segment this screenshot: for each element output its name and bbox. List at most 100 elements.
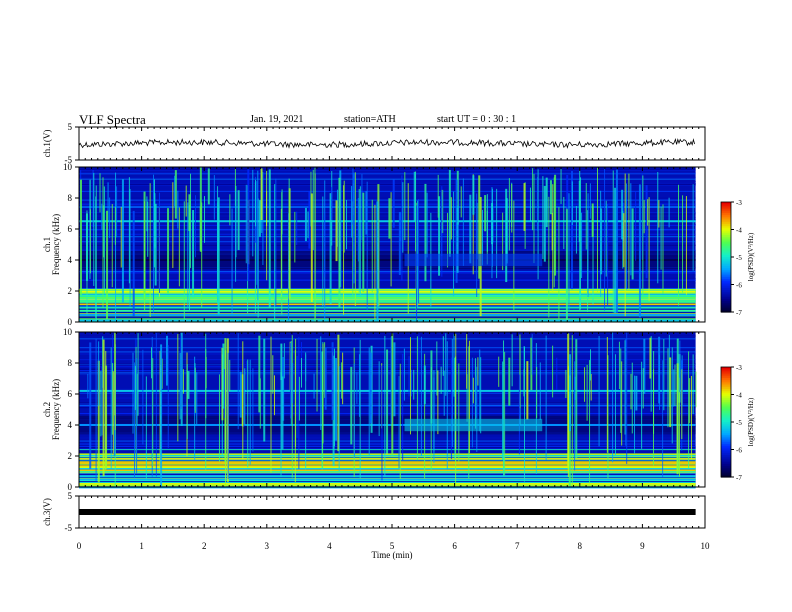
ch2-spectrogram-lf-band <box>79 463 696 465</box>
ch2-spectrogram-sferic <box>300 342 302 374</box>
ch1-spectrogram-colorbar-cell <box>721 236 731 240</box>
ch2-spectrogram-band <box>79 335 696 337</box>
ch1-spectrogram-sferic <box>614 187 617 313</box>
ch1-spectrogram-sferic <box>511 183 513 233</box>
ch1-spectrogram-band <box>79 190 696 192</box>
ch1-spectrogram-feature-band <box>79 259 696 261</box>
ch1-spectrogram-sferic <box>361 174 363 241</box>
ch1-spectrogram-sferic <box>79 179 82 295</box>
ch2-spectrogram-sferic <box>289 343 291 419</box>
ch1-spectrogram-sferic <box>647 199 649 226</box>
ch2-spectrogram-sferic <box>292 362 294 404</box>
ch1-spectrogram-sferic <box>247 169 250 282</box>
ch1-spectrogram-sferic <box>234 168 236 206</box>
ch2-spectrogram-sferic <box>674 364 676 406</box>
ch2-spectrogram-sferic <box>556 357 558 390</box>
ch2-spectrogram-sferic <box>101 366 103 436</box>
ch1-spectrogram-sferic <box>116 186 118 238</box>
ch1-spectrogram-colorbar-cell <box>721 293 731 297</box>
ch2-spectrogram-sferic <box>378 361 380 437</box>
ch2-spectrogram-colorbar-cell <box>721 467 731 471</box>
start-ut-label: start UT = 0 : 30 : 1 <box>437 114 517 125</box>
ch2-spectrogram-colorbar-cell <box>721 409 731 412</box>
ch1-spectrogram-sferic <box>615 169 618 313</box>
ch1-spectrogram-sferic <box>648 197 650 302</box>
ch1-spectrogram-sferic <box>545 177 548 228</box>
ch1-spectrogram-sferic <box>201 202 203 308</box>
ch2-spectrogram-colorbar-tick-label: -6 <box>736 447 742 455</box>
ch1-spectrogram-sferic <box>553 177 555 288</box>
ch2-spectrogram-colorbar-cell <box>721 370 731 374</box>
ch1-spectrogram-band <box>79 199 696 201</box>
ch2-spectrogram-sferic <box>567 333 570 469</box>
ch1-spectrogram-sferic <box>207 168 210 205</box>
ch1-spectrogram-sferic <box>658 200 660 228</box>
ch2-spectrogram-sferic <box>137 333 139 416</box>
ch2-spectrogram-sferic <box>502 361 504 461</box>
ch1-spectrogram-colorbar-cell <box>721 306 731 309</box>
ch1-spectrogram-sferic <box>551 212 553 251</box>
ch2-spectrogram-sferic <box>160 344 163 487</box>
ch2-spectrogram-sferic <box>531 333 533 375</box>
ch2-spectrogram-sferic <box>618 341 620 390</box>
ch1-spectrogram-sferic <box>622 211 624 269</box>
ch2-spectrogram-sferic <box>466 374 468 422</box>
ch1-spectrogram-sferic <box>153 174 155 313</box>
ch2-spectrogram-sferic <box>241 374 244 427</box>
ch2-spectrogram-sferic <box>305 352 307 470</box>
ch1-spectrogram-sferic <box>111 204 113 288</box>
time-tick-label: 1 <box>139 541 144 551</box>
ch2-spectrogram-colorbar-tick-label: -7 <box>736 474 742 482</box>
ch2-spectrogram-lf-band <box>79 465 696 467</box>
ch2-spectrogram-sferic <box>423 365 426 405</box>
ch2-spectrogram-sferic <box>196 372 198 425</box>
ch1-spectrogram-sferic <box>643 200 645 234</box>
ch2-spectrogram-sferic <box>590 373 592 401</box>
ch2-spectrogram-lf-band <box>79 471 696 473</box>
ch2-spectrogram-sferic <box>97 360 100 483</box>
ch2-spectrogram-sferic <box>504 351 506 476</box>
ch1-spectrogram-band <box>79 168 696 170</box>
ch2-spectrogram-sferic <box>134 362 136 479</box>
ch1-spectrogram-colorbar-cell <box>721 216 731 220</box>
ch1-spectrogram-sferic <box>114 207 116 245</box>
ch2-spectrogram-sferic <box>641 361 643 449</box>
ch1-spectrogram-colorbar-cell <box>721 264 731 267</box>
ch2-spectrogram-sferic <box>273 375 275 416</box>
ch1-spectrogram-band <box>79 279 696 281</box>
ch1-spectrogram-sferic <box>491 203 494 245</box>
ch1-spectrogram-sferic <box>418 199 420 304</box>
ch2-spectrogram-sferic <box>100 370 102 437</box>
ch1-spectrogram-sferic <box>566 174 569 210</box>
ch1-spectrogram-sferic <box>235 190 237 282</box>
ch1-spectrogram-lf-band <box>79 288 696 291</box>
ch1-spectrogram-sferic <box>296 211 298 245</box>
ch1-spectrogram-sferic <box>258 200 261 237</box>
ch1-spectrogram-feature-band <box>79 220 696 223</box>
ch1-spectrogram-sferic <box>645 185 648 279</box>
ch2-spectrogram-colorbar-cell <box>721 379 731 383</box>
ch2-spectrogram-sferic <box>320 336 322 430</box>
ch1-spectrogram-sferic <box>390 192 392 287</box>
ch1-spectrogram-lf-band <box>79 319 696 321</box>
ch2-spectrogram-sferic <box>270 336 272 473</box>
ch1-spectrogram-sferic <box>288 188 291 299</box>
figure-title: VLF Spectra <box>79 112 146 127</box>
ch2-spectrogram-sferic <box>477 357 479 386</box>
ch1-spectrogram-sferic <box>288 213 290 321</box>
ch1-spectrogram-sferic <box>621 189 624 240</box>
ch2-spectrogram-sferic <box>223 369 225 419</box>
ch1-spectrogram-sferic <box>607 204 609 306</box>
time-tick-label: 2 <box>202 541 207 551</box>
ch2-spectrogram-sferic <box>110 347 112 470</box>
ch2-spectrogram-sferic <box>281 376 284 450</box>
ch1-spectrogram-sferic <box>448 169 451 257</box>
ch2-spectrogram-colorbar-cell <box>721 460 731 463</box>
ch1-spectrogram-sferic <box>359 186 361 298</box>
ch1-spectrogram-sferic <box>237 190 240 251</box>
ch1-spectrogram-band <box>79 272 696 274</box>
ch1-spectrogram-sferic <box>132 210 135 317</box>
ch1-spectrogram-sferic <box>426 192 428 258</box>
ch2-spectrogram-sferic <box>571 335 573 486</box>
